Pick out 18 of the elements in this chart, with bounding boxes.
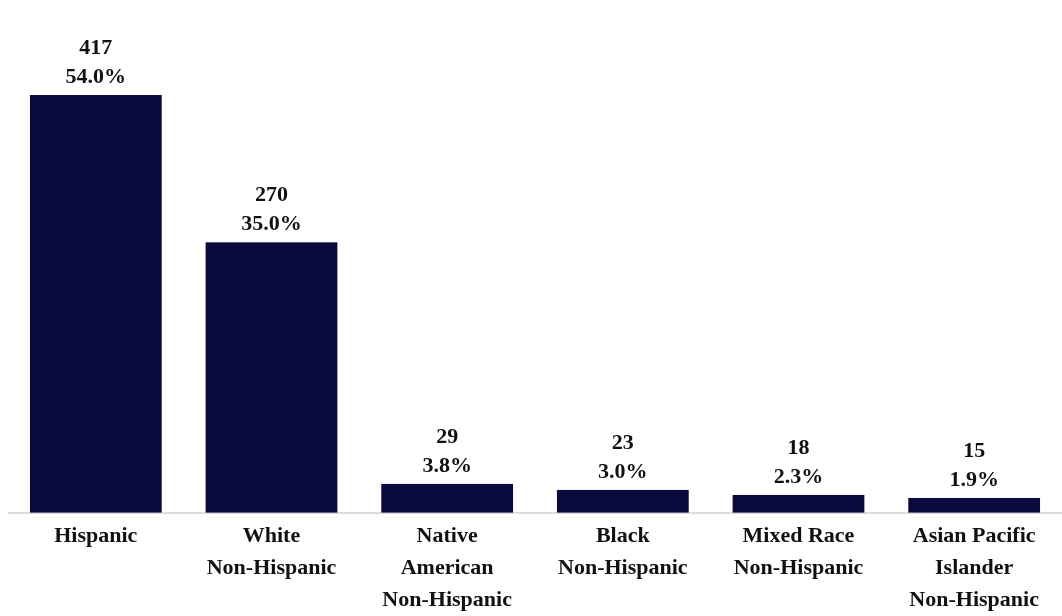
x-tick-label: White Non-Hispanic — [206, 522, 337, 579]
bar — [381, 483, 514, 513]
data-label: 15 1.9% — [949, 436, 999, 491]
x-tick-label: Hispanic — [54, 522, 138, 547]
data-label: 18 2.3% — [773, 433, 824, 488]
data-label: 29 3.8% — [422, 422, 472, 477]
data-label: 23 3.0% — [598, 428, 648, 483]
bar — [908, 497, 1041, 513]
x-tick-label: Mixed Race Non-Hispanic — [733, 522, 864, 579]
data-label: 417 54.0% — [65, 34, 127, 88]
data-label: 270 35.0% — [241, 181, 302, 236]
bar — [29, 95, 162, 513]
bar — [732, 494, 865, 513]
bar — [556, 489, 689, 513]
x-tick-label: Native American Non-Hispanic — [382, 522, 513, 611]
x-tick-label: Black Non-Hispanic — [558, 522, 688, 579]
bar — [205, 242, 338, 513]
x-tick-label: Asian Pacific Islander Non-Hispanic — [909, 522, 1040, 611]
